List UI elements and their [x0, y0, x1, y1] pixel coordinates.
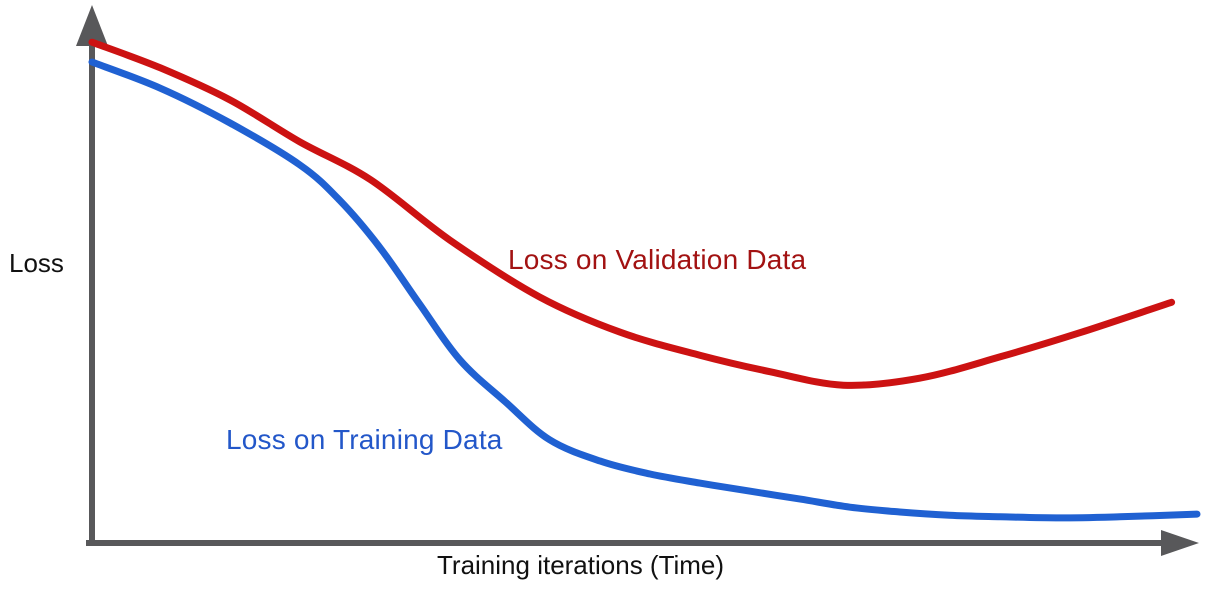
y-axis-label: Loss — [9, 248, 64, 278]
y-axis-arrowhead-icon — [76, 5, 108, 46]
x-axis-arrowhead-icon — [1161, 530, 1199, 556]
x-axis-label: Training iterations (Time) — [437, 550, 725, 580]
validation-loss-curve — [88, 38, 1176, 389]
training-curve-label: Loss on Training Data — [226, 424, 503, 455]
validation-curve-label: Loss on Validation Data — [508, 244, 807, 275]
training-loss-curve — [88, 58, 1201, 522]
